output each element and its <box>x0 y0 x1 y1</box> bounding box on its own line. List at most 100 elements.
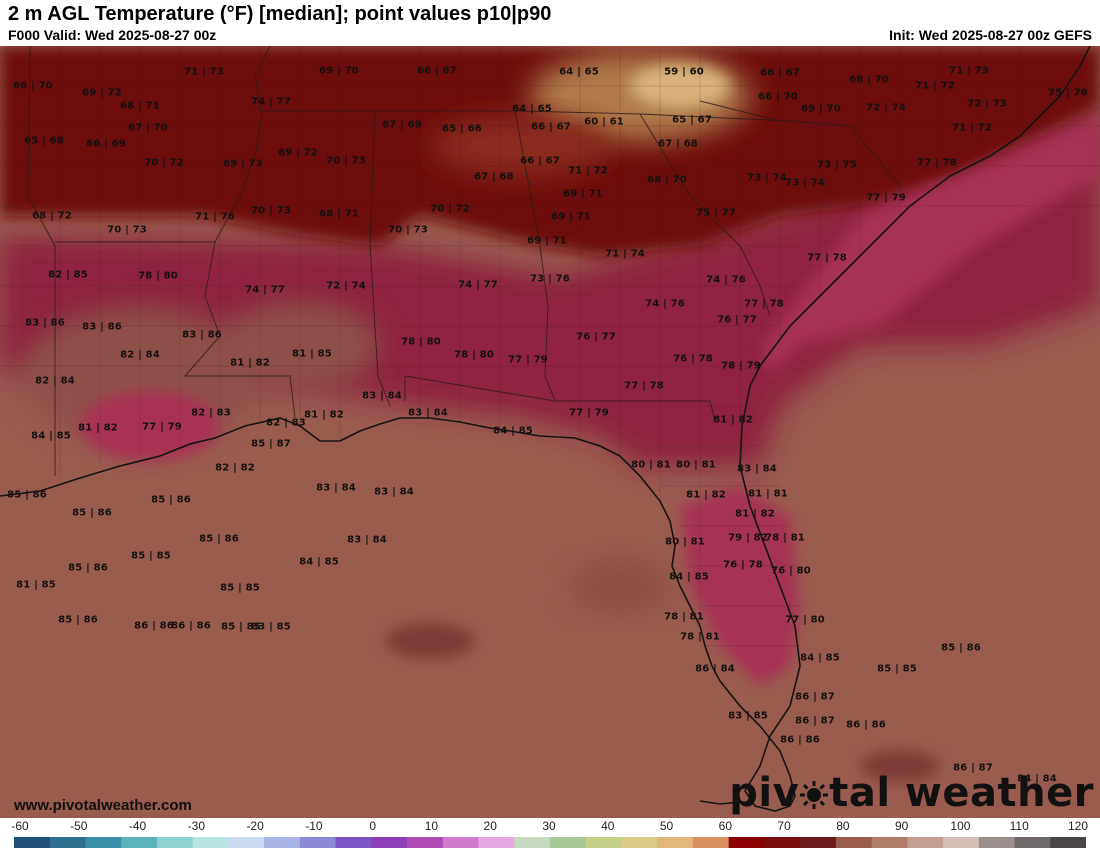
point-value-label: 85 | 85 <box>877 663 917 675</box>
point-value-label: 82 | 84 <box>35 375 75 387</box>
legend-color-swatch <box>764 837 801 848</box>
legend-tick-label: -50 <box>70 819 88 833</box>
point-value-label: 70 | 73 <box>107 224 147 236</box>
map-canvas <box>0 46 1100 818</box>
point-value-label: 77 | 80 <box>785 614 825 626</box>
point-value-label: 66 | 69 <box>86 138 126 150</box>
point-value-label: 84 | 84 <box>1017 773 1057 785</box>
point-value-label: 78 | 80 <box>401 336 441 348</box>
point-value-label: 86 | 86 <box>171 620 211 632</box>
point-value-label: 83 | 85 <box>251 621 291 633</box>
point-value-label: 76 | 77 <box>576 331 616 343</box>
point-value-label: 83 | 86 <box>182 329 222 341</box>
legend-color-swatch <box>585 837 623 848</box>
legend-color-bar <box>14 837 1086 848</box>
legend-tick-label: 60 <box>718 819 733 833</box>
point-value-label: 86 | 86 <box>846 719 886 731</box>
point-value-label: 76 | 77 <box>717 314 757 326</box>
point-value-label: 82 | 83 <box>266 417 306 429</box>
legend-tick-label: -60 <box>11 819 29 833</box>
legend-tick-label: -30 <box>187 819 205 833</box>
point-value-label: 86 | 86 <box>134 620 174 632</box>
point-value-label: 84 | 85 <box>299 556 339 568</box>
map-title: 2 m AGL Temperature (°F) [median]; point… <box>8 3 552 25</box>
point-value-label: 86 | 87 <box>795 691 835 703</box>
point-value-label: 69 | 71 <box>527 235 567 247</box>
legend-color-swatch <box>621 837 658 848</box>
point-value-label: 72 | 74 <box>866 102 906 114</box>
legend-color-swatch <box>478 837 515 848</box>
point-value-label: 67 | 68 <box>658 138 698 150</box>
point-value-label: 69 | 73 <box>223 158 263 170</box>
point-value-label: 74 | 76 <box>645 298 685 310</box>
point-value-label: 76 | 80 <box>771 565 811 577</box>
point-value-label: 81 | 82 <box>78 422 118 434</box>
point-value-label: 75 | 76 <box>1048 87 1088 99</box>
init-time: Init: Wed 2025-08-27 00z GEFS <box>889 27 1092 43</box>
point-value-label: 77 | 79 <box>569 407 609 419</box>
point-value-label: 85 | 86 <box>72 507 112 519</box>
point-value-label: 83 | 86 <box>82 321 122 333</box>
point-value-label: 73 | 75 <box>817 159 857 171</box>
point-value-label: 82 | 84 <box>120 349 160 361</box>
point-value-label: 82 | 85 <box>48 269 88 281</box>
legend-color-swatch <box>49 837 87 848</box>
point-value-label: 77 | 78 <box>744 298 784 310</box>
point-value-label: 74 | 76 <box>706 274 746 286</box>
point-value-label: 85 | 87 <box>251 438 291 450</box>
point-value-label: 83 | 86 <box>25 317 65 329</box>
legend-tick-label: 30 <box>542 819 556 833</box>
legend-color-swatch <box>657 837 694 848</box>
legend-color-swatch <box>228 837 265 848</box>
point-value-label: 84 | 85 <box>800 652 840 664</box>
point-value-label: 86 | 86 <box>780 734 820 746</box>
point-value-label: 80 | 81 <box>676 459 716 471</box>
point-value-label: 72 | 74 <box>326 280 366 292</box>
point-value-label: 66 | 67 <box>417 65 457 77</box>
temperature-map[interactable]: 66 | 70 69 | 72 71 | 73 69 | 70 66 | 67 64 | … <box>0 46 1100 818</box>
legend-color-swatch <box>156 837 194 848</box>
legend-tick-label: 70 <box>777 819 791 833</box>
point-value-label: 83 | 85 <box>728 710 768 722</box>
point-value-label: 71 | 72 <box>952 122 992 134</box>
point-value-label: 67 | 68 <box>474 171 514 183</box>
point-value-label: 81 | 82 <box>686 489 726 501</box>
point-value-label: 68 | 70 <box>849 74 889 86</box>
legend-tick-label: 90 <box>894 819 909 833</box>
point-value-label: 77 | 79 <box>866 192 906 204</box>
legend-tick-label: -10 <box>305 819 323 833</box>
point-value-label: 65 | 67 <box>672 114 712 126</box>
point-value-label: 71 | 74 <box>605 248 645 260</box>
coastline <box>0 46 1091 812</box>
point-value-label: 71 | 72 <box>915 80 955 92</box>
point-value-label: 84 | 85 <box>31 430 71 442</box>
point-value-label: 69 | 72 <box>82 87 122 99</box>
point-value-label: 86 | 84 <box>695 663 735 675</box>
florida-warm-field <box>680 486 800 686</box>
legend-tick-label: 120 <box>1067 819 1089 833</box>
legend-color-swatch <box>335 837 372 848</box>
legend-color-swatch <box>871 837 908 848</box>
point-value-label: 85 | 86 <box>151 494 191 506</box>
atlantic-warm-band <box>760 116 1100 376</box>
point-value-label: 67 | 69 <box>382 119 422 131</box>
point-value-label: 70 | 72 <box>144 157 184 169</box>
point-value-label: 80 | 81 <box>631 459 671 471</box>
point-value-label: 85 | 85 <box>131 550 171 562</box>
point-value-label: 59 | 60 <box>664 66 704 78</box>
point-value-label: 81 | 81 <box>748 488 788 500</box>
point-value-label: 76 | 78 <box>673 353 713 365</box>
point-value-label: 82 | 82 <box>215 462 255 474</box>
point-value-label: 65 | 68 <box>24 135 64 147</box>
legend-color-swatch <box>550 837 587 848</box>
legend-tick-label: -20 <box>246 819 264 833</box>
point-value-label: 77 | 78 <box>807 252 847 264</box>
legend-color-swatch <box>442 837 480 848</box>
point-value-label: 85 | 86 <box>199 533 239 545</box>
valid-time: F000 Valid: Wed 2025-08-27 00z <box>8 27 217 43</box>
legend-tick-label: -40 <box>128 819 147 833</box>
point-value-label: 67 | 70 <box>128 122 168 134</box>
point-value-label: 70 | 73 <box>326 155 366 167</box>
point-value-label: 84 | 85 <box>493 425 533 437</box>
legend-tick-label: 10 <box>424 819 439 833</box>
